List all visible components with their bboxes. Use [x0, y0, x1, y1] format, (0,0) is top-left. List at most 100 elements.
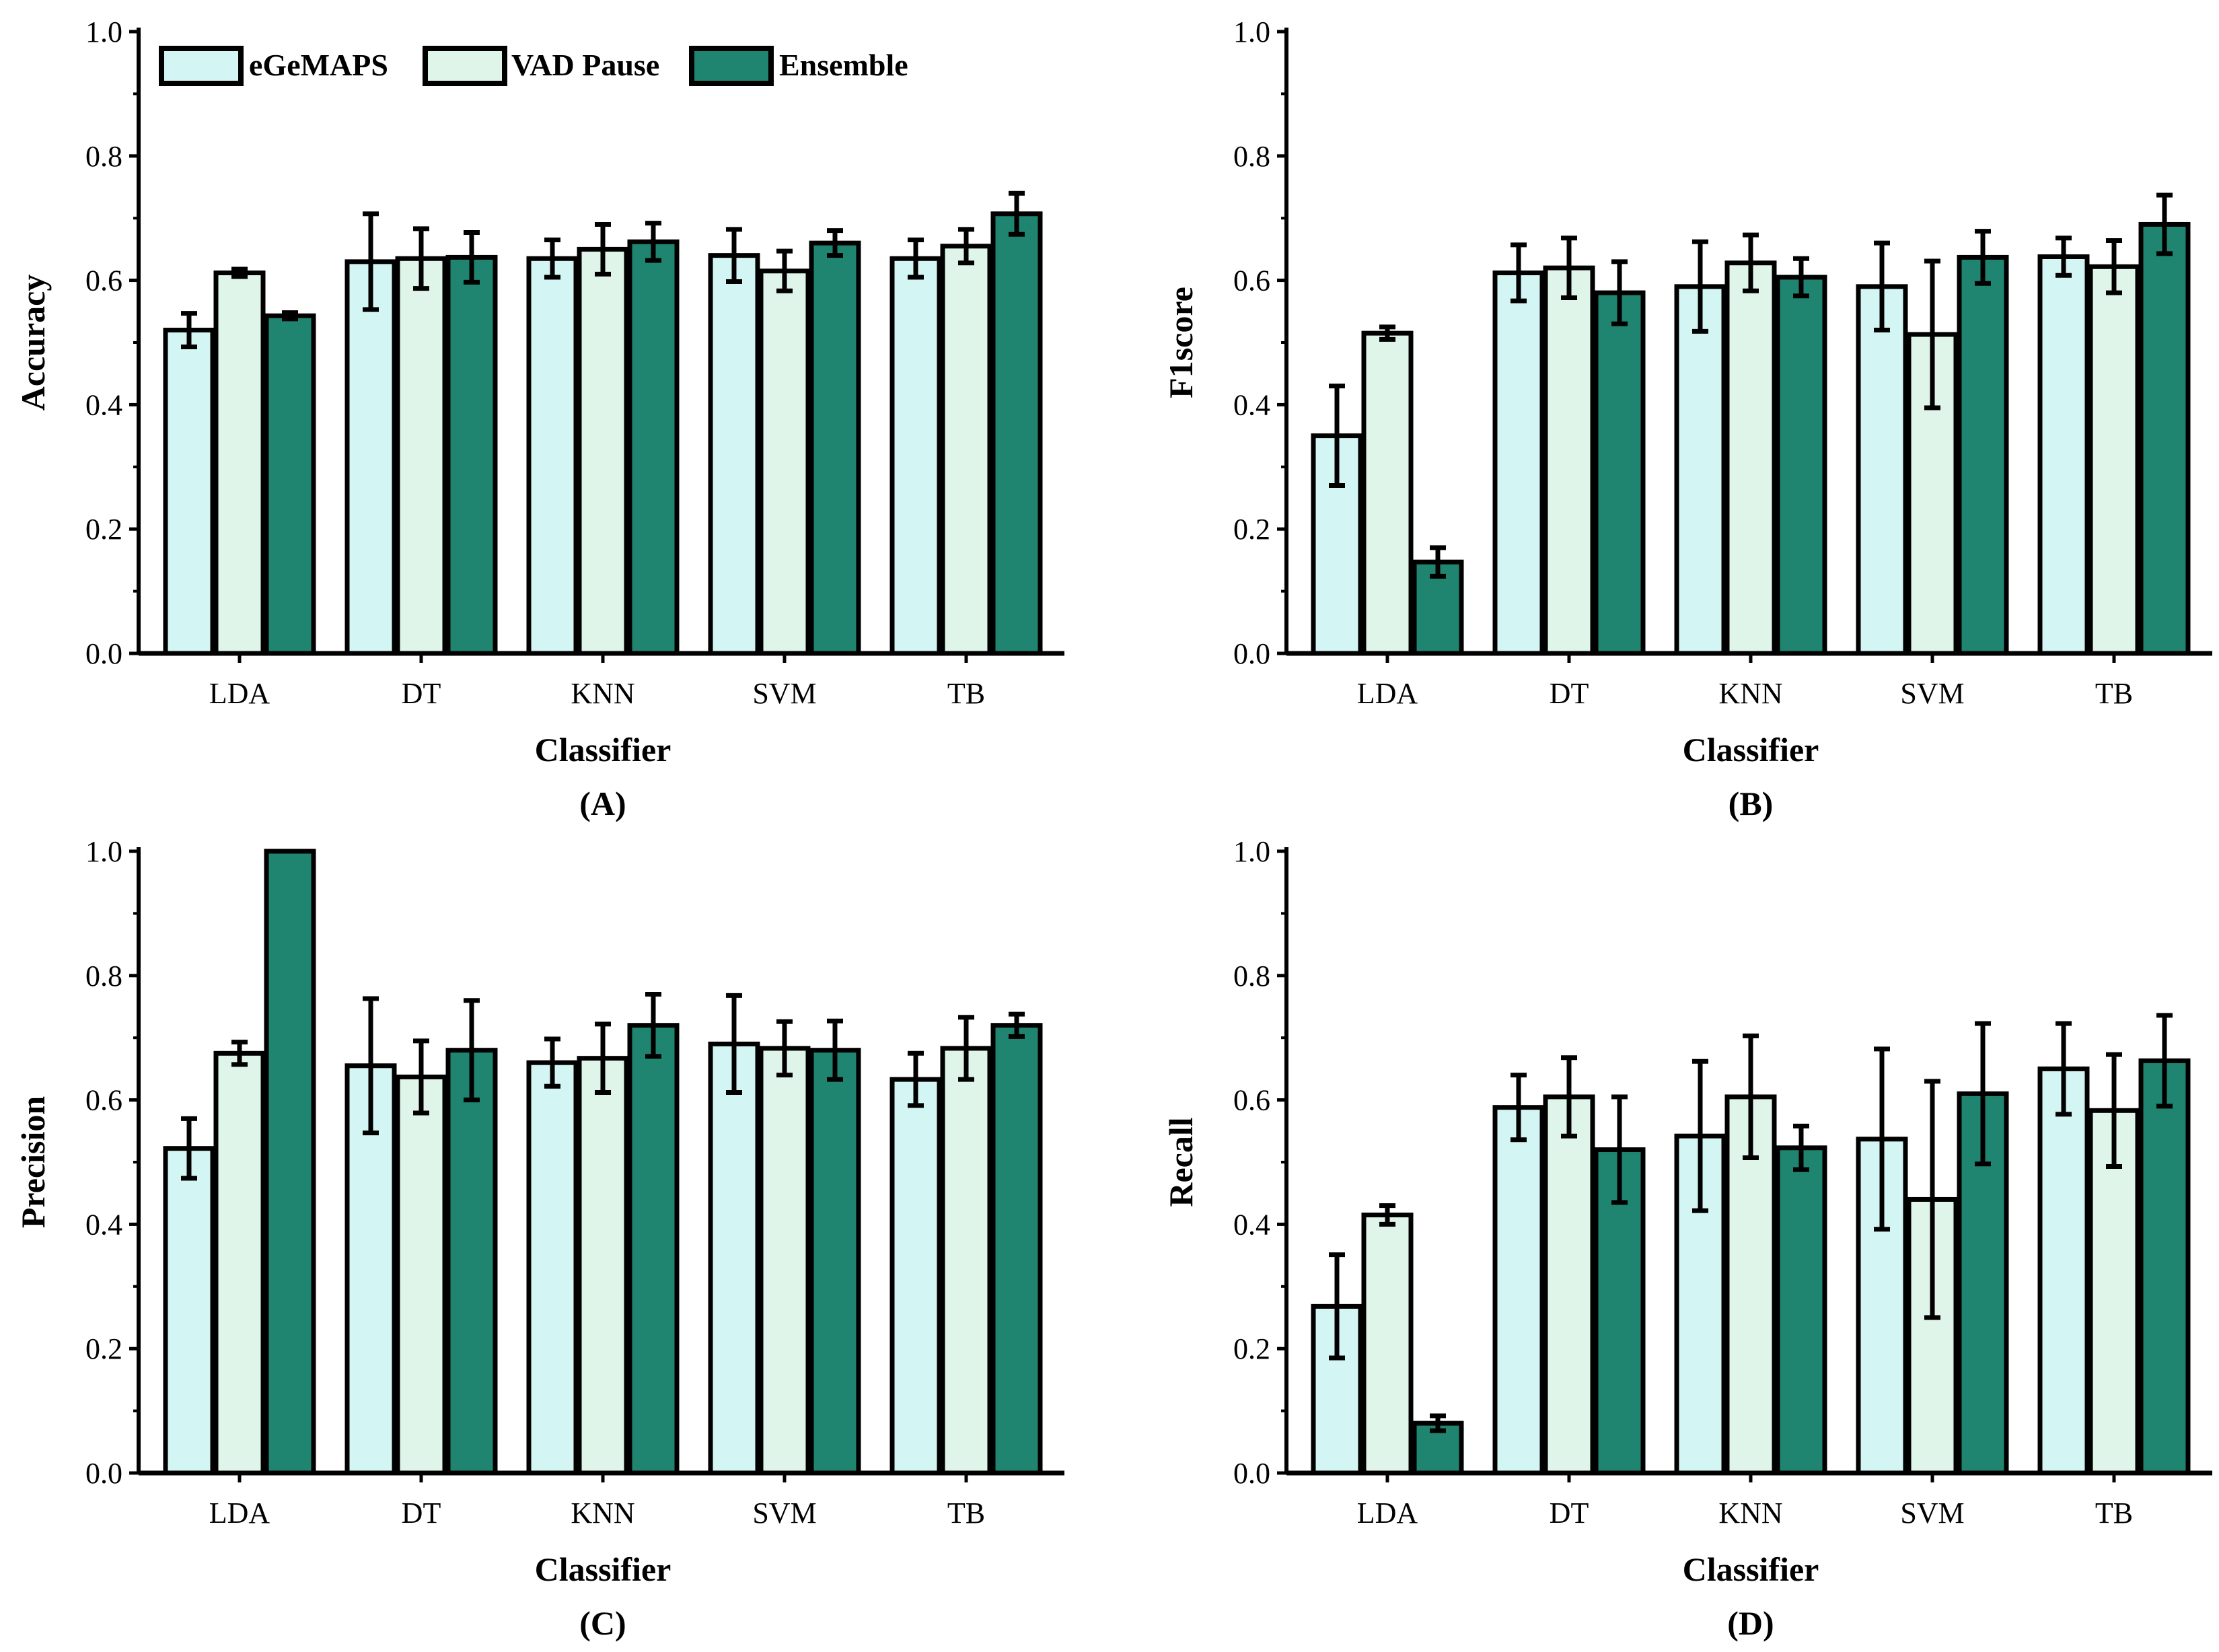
bar-ensemble — [264, 849, 316, 1476]
panel-label: (A) — [579, 785, 626, 822]
legend-swatch-vad-pause — [423, 46, 507, 86]
bar-vad-pause — [1361, 330, 1414, 656]
x-tick-label: KNN — [1718, 1497, 1782, 1530]
y-tick-label: 0.4 — [85, 1208, 122, 1241]
x-tick-label: SVM — [752, 677, 816, 710]
bar-ensemble — [445, 254, 498, 656]
x-tick-label: SVM — [1900, 1497, 1964, 1530]
x-axis-title: Classifier — [1683, 1550, 1819, 1588]
y-axis-title: Precision — [14, 1096, 52, 1228]
y-tick-label: 0.6 — [1233, 264, 1270, 297]
y-tick-label: 0.6 — [85, 264, 122, 297]
bar-ensemble — [1775, 1145, 1827, 1476]
x-tick-label: LDA — [209, 677, 270, 710]
bar-vad-pause — [2088, 264, 2140, 656]
y-tick-label: 0.8 — [85, 960, 122, 993]
bar-ensemble — [809, 240, 861, 656]
bar-egemaps — [1492, 271, 1545, 656]
legend-label: VAD Pause — [511, 48, 659, 82]
y-tick-label: 0.8 — [1233, 140, 1270, 173]
bar-vad-pause — [577, 1056, 629, 1476]
y-axis-title: Accuracy — [14, 275, 52, 411]
chart-panel-c: 0.0 0.2 0.4 0.6 0.8 1.0 Precision LDA DT KNN SVM TB… — [14, 835, 1064, 1642]
x-tick-label: LDA — [209, 1497, 270, 1530]
bar-vad-pause — [1361, 1213, 1414, 1476]
bar-vad-pause — [395, 1074, 447, 1476]
bar-ensemble — [2138, 221, 2191, 656]
bar-egemaps — [163, 328, 215, 656]
bar-ensemble — [1775, 275, 1827, 656]
bar-egemaps — [708, 253, 760, 656]
bar-vad-pause — [758, 268, 811, 656]
y-tick-label: 0.4 — [85, 388, 122, 421]
bar-vad-pause — [1543, 1094, 1595, 1476]
y-tick-label: 0.2 — [1233, 513, 1270, 546]
x-tick-label: KNN — [571, 1497, 634, 1530]
bar-vad-pause — [2088, 1108, 2140, 1476]
y-tick-label: 0.0 — [85, 1457, 122, 1490]
bar-egemaps — [2037, 254, 2090, 656]
y-tick-label: 0.0 — [1233, 637, 1270, 670]
x-axis-title: Classifier — [1683, 731, 1819, 768]
bar-ensemble — [264, 313, 316, 656]
x-axis-title: Classifier — [535, 731, 671, 768]
chart-panel-b: 0.0 0.2 0.4 0.6 0.8 1.0 F1score LDA DT KNN SVM TB Cl… — [1162, 15, 2212, 822]
bar-egemaps — [1856, 284, 1908, 656]
bar-ensemble — [445, 1048, 498, 1476]
x-tick-label: TB — [2095, 677, 2133, 710]
y-tick-label: 0.0 — [1233, 1457, 1270, 1490]
x-tick-label: KNN — [571, 677, 634, 710]
bar-ensemble — [990, 211, 1043, 656]
y-tick-label: 0.6 — [1233, 1084, 1270, 1117]
bar-egemaps — [708, 1041, 760, 1476]
bar-ensemble — [1412, 559, 1464, 656]
bar-egemaps — [344, 259, 397, 656]
x-tick-label: LDA — [1357, 1497, 1418, 1530]
x-axis-title: Classifier — [535, 1550, 671, 1588]
bar-vad-pause — [1543, 265, 1595, 656]
x-tick-label: DT — [1550, 677, 1589, 710]
y-tick-label: 0.2 — [1233, 1332, 1270, 1365]
bar-egemaps — [1492, 1105, 1545, 1476]
bar-ensemble — [809, 1048, 861, 1476]
bar-ensemble — [1593, 290, 1646, 656]
x-tick-label: TB — [947, 1497, 985, 1530]
bar-vad-pause — [758, 1046, 811, 1476]
x-tick-label: TB — [947, 677, 985, 710]
x-tick-label: DT — [1550, 1497, 1589, 1530]
y-tick-label: 0.8 — [1233, 960, 1270, 993]
bar-ensemble — [627, 239, 680, 656]
y-tick-label: 1.0 — [85, 15, 122, 48]
chart-panel-a: 0.0 0.2 0.4 0.6 0.8 1.0 Accuracy LDA DT KNN SVM TB C… — [14, 15, 1064, 822]
bar-ensemble — [627, 1023, 680, 1476]
bar-egemaps — [344, 1063, 397, 1476]
bar-egemaps — [889, 1077, 942, 1476]
x-tick-label: LDA — [1357, 677, 1418, 710]
bar-ensemble — [2138, 1058, 2191, 1476]
bar-vad-pause — [1724, 260, 1777, 656]
y-tick-label: 0.8 — [85, 140, 122, 173]
y-axis-title: F1score — [1162, 287, 1200, 398]
bar-egemaps — [163, 1146, 215, 1476]
y-tick-label: 1.0 — [85, 835, 122, 868]
y-tick-label: 0.0 — [85, 637, 122, 670]
x-tick-label: TB — [2095, 1497, 2133, 1530]
chart-panel-d: 0.0 0.2 0.4 0.6 0.8 1.0 Recall LDA DT KNN SVM TB Cla… — [1162, 835, 2212, 1642]
y-tick-label: 1.0 — [1233, 15, 1270, 48]
bar-vad-pause — [213, 1050, 266, 1476]
legend-swatch-egemaps — [159, 46, 244, 86]
x-tick-label: DT — [402, 1497, 441, 1530]
bar-egemaps — [526, 1060, 579, 1476]
x-tick-label: SVM — [1900, 677, 1964, 710]
bar-egemaps — [2037, 1066, 2090, 1476]
legend: eGeMAPS VAD Pause Ensemble — [159, 46, 908, 86]
bar-egemaps — [889, 256, 942, 656]
bar-vad-pause — [940, 1046, 992, 1476]
bar-vad-pause — [213, 271, 266, 656]
y-tick-label: 0.4 — [1233, 1208, 1270, 1241]
y-tick-label: 0.4 — [1233, 388, 1270, 421]
legend-label: eGeMAPS — [249, 48, 388, 82]
y-axis-title: Recall — [1162, 1117, 1200, 1207]
y-tick-label: 1.0 — [1233, 835, 1270, 868]
